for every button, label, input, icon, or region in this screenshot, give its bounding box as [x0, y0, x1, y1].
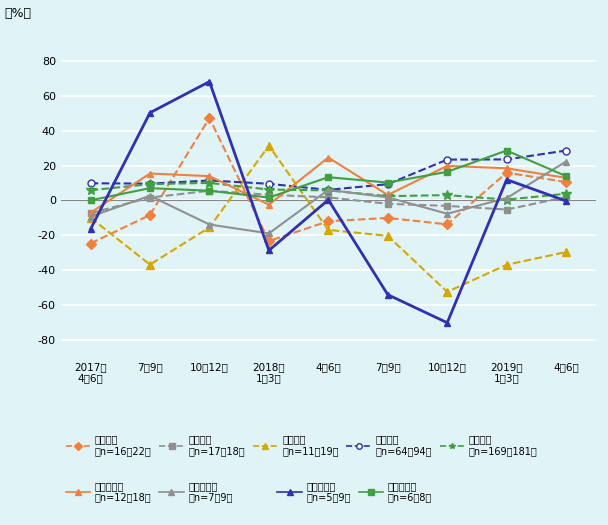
- Y-axis label: （%）: （%）: [4, 7, 32, 19]
- Legend: 韓国・中小
（n=12～18）, 台湾・中小
（n=7～9）, , 米国・中小
（n=5～9）, 日本・中小
（n=6～8）: 韓国・中小 （n=12～18）, 台湾・中小 （n=7～9）, , 米国・中小 …: [66, 481, 432, 502]
